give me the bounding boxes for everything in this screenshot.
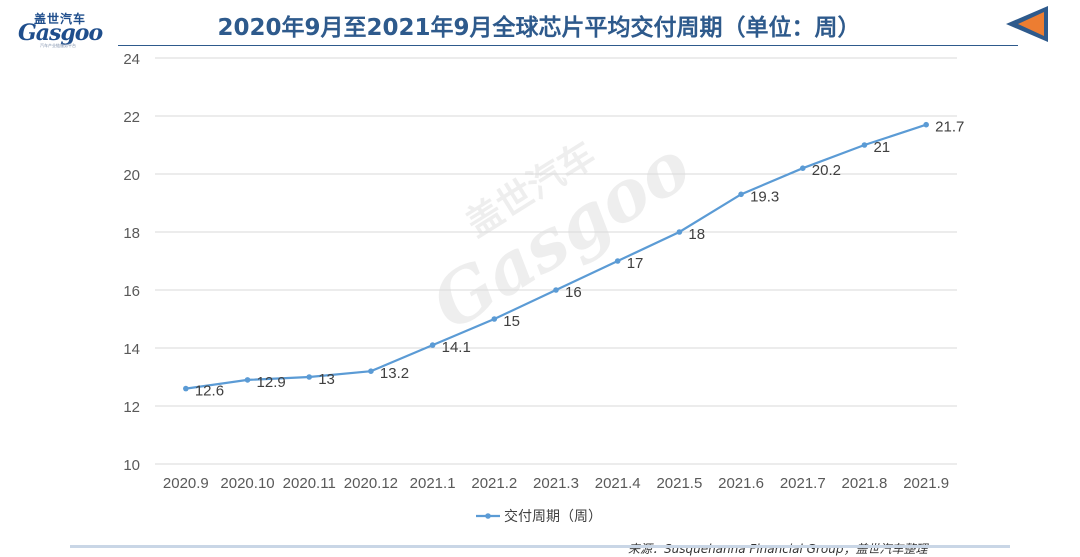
data-label: 16 <box>565 284 582 301</box>
data-point <box>368 368 374 375</box>
x-tick-label: 2020.9 <box>163 475 209 492</box>
x-tick-label: 2021.3 <box>533 475 579 492</box>
data-label: 18 <box>688 226 705 243</box>
data-point <box>306 374 313 380</box>
data-label: 21.7 <box>935 119 964 136</box>
data-label: 13.2 <box>380 365 409 382</box>
y-tick-label: 16 <box>123 283 140 300</box>
data-label: 17 <box>627 255 644 272</box>
x-tick-label: 2021.9 <box>903 475 949 492</box>
data-point <box>244 377 251 383</box>
data-label: 20.2 <box>812 162 841 179</box>
x-tick-label: 2021.5 <box>656 475 702 492</box>
logo-english-text: Gasgoo <box>18 20 103 46</box>
data-label: 21 <box>873 139 890 156</box>
data-label: 13 <box>318 371 335 388</box>
data-point <box>799 165 806 171</box>
x-tick-label: 2021.7 <box>780 475 826 492</box>
y-tick-label: 18 <box>123 225 140 242</box>
y-tick-label: 12 <box>123 399 140 416</box>
data-point <box>923 121 929 128</box>
data-point <box>614 258 621 264</box>
data-label: 12.6 <box>195 383 224 400</box>
data-point <box>429 342 436 348</box>
source-note: 来源：Susquehanna Financial Group；盖世汽车整理 <box>628 542 928 556</box>
x-tick-label: 2020.12 <box>344 475 398 492</box>
legend-label: 交付周期（周） <box>504 508 602 525</box>
data-point <box>861 142 868 148</box>
title-divider <box>118 45 1018 46</box>
x-tick-label: 2020.10 <box>220 475 274 492</box>
data-label: 15 <box>503 313 520 330</box>
data-point <box>553 287 559 293</box>
footer-bar <box>70 545 1010 548</box>
x-tick-label: 2021.4 <box>595 475 641 492</box>
x-tick-label: 2021.2 <box>471 475 517 492</box>
y-tick-label: 10 <box>123 457 140 474</box>
y-tick-label: 20 <box>123 167 140 184</box>
legend-marker <box>485 513 491 519</box>
back-arrow-icon[interactable] <box>1004 4 1054 44</box>
data-label: 19.3 <box>750 188 779 205</box>
y-tick-label: 24 <box>123 51 140 68</box>
y-tick-label: 14 <box>123 341 140 358</box>
x-tick-label: 2020.11 <box>283 475 336 492</box>
data-point <box>183 385 189 392</box>
x-tick-label: 2021.8 <box>842 475 888 492</box>
logo-chinese-text: 盖世汽车 <box>34 12 87 26</box>
data-point <box>491 316 498 322</box>
data-point <box>738 191 744 198</box>
gasgoo-logo: 盖世汽车 Gasgoo 汽车产业链服务平台 <box>14 6 114 48</box>
data-label: 12.9 <box>257 374 286 391</box>
page-title: 2020年9月至2021年9月全球芯片平均交付周期（单位：周） <box>217 15 861 41</box>
y-tick-label: 22 <box>123 109 140 126</box>
logo-tagline: 汽车产业链服务平台 <box>40 43 76 48</box>
x-tick-label: 2021.1 <box>410 475 456 492</box>
x-tick-label: 2021.6 <box>718 475 764 492</box>
data-point <box>676 229 683 235</box>
data-label: 14.1 <box>442 339 471 356</box>
